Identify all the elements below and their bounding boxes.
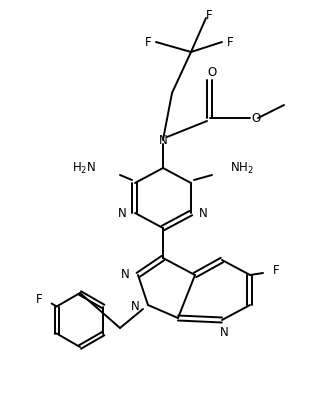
- Text: N: N: [121, 269, 130, 282]
- Text: N: N: [131, 301, 140, 314]
- Text: F: F: [145, 36, 151, 49]
- Text: O: O: [207, 66, 217, 79]
- Text: NH$_2$: NH$_2$: [230, 160, 254, 175]
- Text: F: F: [206, 9, 212, 21]
- Text: N: N: [220, 326, 228, 339]
- Text: N: N: [158, 134, 167, 147]
- Text: F: F: [36, 293, 43, 306]
- Text: H$_2$N: H$_2$N: [72, 160, 96, 175]
- Text: F: F: [273, 263, 280, 276]
- Text: N: N: [199, 207, 208, 220]
- Text: O: O: [251, 111, 261, 124]
- Text: F: F: [227, 36, 233, 49]
- Text: N: N: [118, 207, 127, 220]
